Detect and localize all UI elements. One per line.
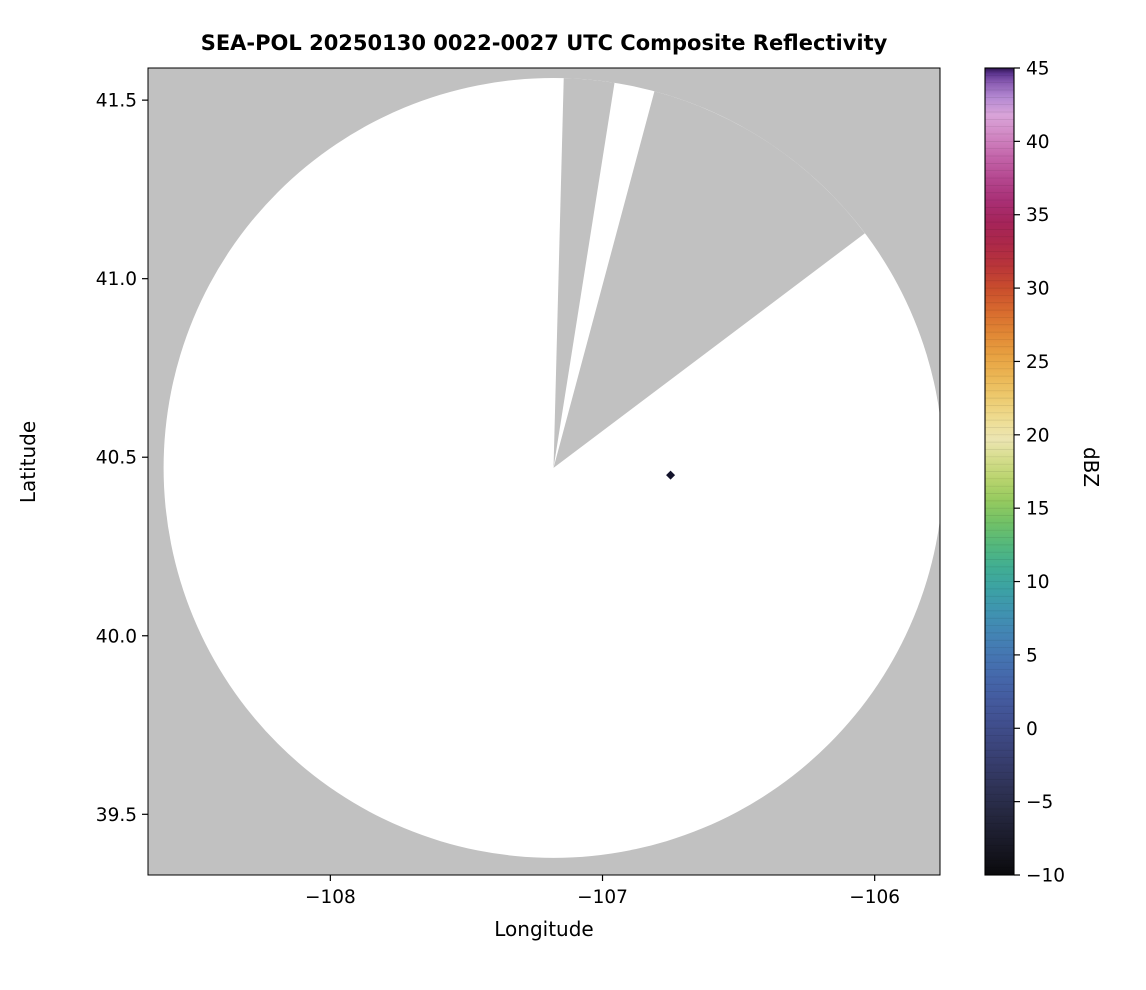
- axes-frame: [147, 67, 941, 876]
- blocked-sector: [553, 91, 865, 468]
- colorbar: [985, 68, 1014, 875]
- x-axis-label: Longitude: [494, 917, 594, 941]
- y-tick-label: 41.5: [96, 91, 137, 112]
- colorbar-tick-label: 20: [1026, 425, 1050, 446]
- colorbar-tick-label: 30: [1026, 279, 1050, 300]
- colorbar-tick-label: 25: [1026, 352, 1050, 373]
- colorbar-tick-label: 10: [1026, 572, 1050, 593]
- colorbar-tick-label: 35: [1026, 205, 1050, 226]
- chart-title: SEA-POL 20250130 0022-0027 UTC Composite…: [200, 31, 888, 55]
- colorbar-tick-label: 5: [1026, 645, 1038, 666]
- x-tick-label: −107: [577, 887, 628, 908]
- y-axis-label: Latitude: [16, 420, 40, 504]
- colorbar-tick-label: 0: [1026, 719, 1038, 740]
- colorbar-label: dBZ: [1079, 446, 1103, 488]
- y-tick-label: 40.5: [96, 448, 137, 469]
- colorbar-tick-label: 15: [1026, 499, 1050, 520]
- x-tick-label: −106: [849, 887, 900, 908]
- colorbar-tick-label: −5: [1026, 792, 1053, 813]
- colorbar-tick-label: 40: [1026, 132, 1050, 153]
- echo-point: [666, 470, 676, 480]
- blocked-sector: [553, 78, 615, 468]
- y-tick-label: 40.0: [96, 626, 137, 647]
- colorbar-tick-label: 45: [1026, 59, 1050, 80]
- colorbar-tick-label: −10: [1026, 866, 1065, 887]
- y-tick-label: 39.5: [96, 805, 137, 826]
- y-tick-label: 41.0: [96, 269, 137, 290]
- colorbar-frame: [984, 67, 1015, 876]
- plot-content: [163, 78, 940, 858]
- x-tick-label: −108: [305, 887, 356, 908]
